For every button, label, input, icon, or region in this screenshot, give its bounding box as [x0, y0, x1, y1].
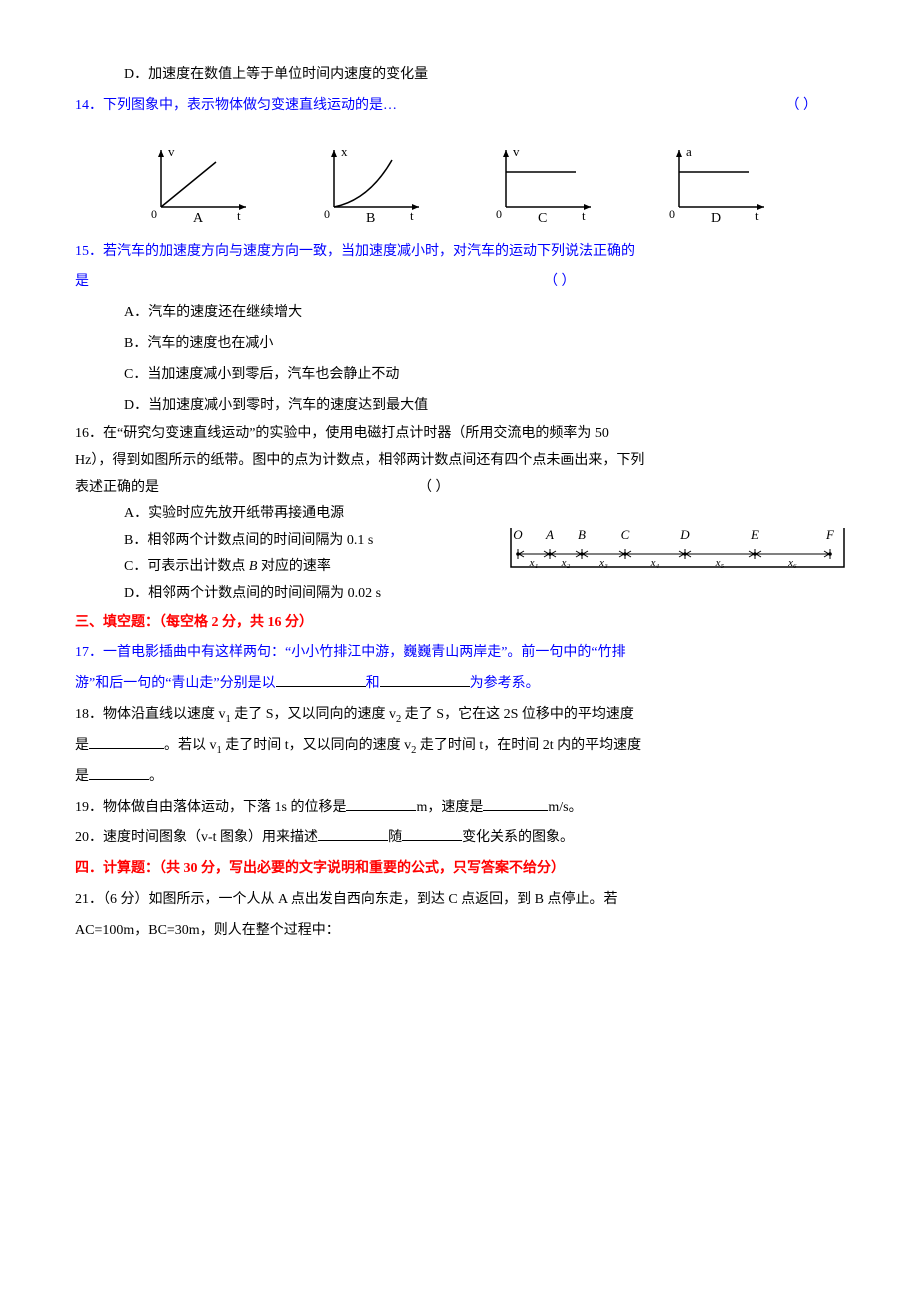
q18-blank1[interactable] — [89, 734, 164, 749]
svg-text:E: E — [750, 528, 759, 542]
q15-stem-2: 是 （ ） — [75, 267, 845, 298]
graph-b-origin: 0 — [324, 207, 330, 221]
q16-optc-a: C．可表示出计数点 — [124, 559, 249, 574]
q16-stem-1: 16．在“研究匀变速直线运动”的实验中，使用电磁打点计时器（所用交流电的频率为 … — [75, 421, 845, 448]
graph-b-xlabel: t — [410, 208, 414, 222]
q15-option-c: C．当加速度减小到零后，汽车也会静止不动 — [75, 360, 845, 391]
graph-a-ylabel: v — [168, 144, 175, 159]
q19-b: m，速度是 — [416, 800, 483, 815]
q18-line3: 是。 — [75, 762, 845, 793]
graph-b-label: B — [366, 211, 375, 222]
graph-d-origin: 0 — [669, 207, 675, 221]
q14-stem: 14．下列图象中，表示物体做匀变速直线运动的是… （ ） — [75, 91, 845, 122]
svg-text:D: D — [679, 528, 690, 542]
q17-l2-b: 和 — [366, 676, 380, 691]
q16-stem-3-text: 表述正确的是 — [75, 480, 159, 495]
q17-l2-c: 为参考系。 — [470, 676, 540, 691]
q18-l2-a: 是 — [75, 738, 89, 753]
q19-c: m/s。 — [548, 800, 582, 815]
q14-graphs-row: v t 0 A x t 0 B v t 0 C — [115, 132, 805, 222]
graph-d-ylabel: a — [686, 144, 692, 159]
q20-blank2[interactable] — [402, 826, 462, 841]
graph-a-svg: v t 0 A — [141, 142, 261, 222]
q18-l3-a: 是 — [75, 769, 89, 784]
graph-a-label: A — [193, 211, 204, 222]
q19-blank2[interactable] — [483, 796, 548, 811]
graph-c-ylabel: v — [513, 144, 520, 159]
q15-option-d: D．当加速度减小到零时，汽车的速度达到最大值 — [75, 391, 845, 422]
q18-l2-b: 。若以 v — [164, 738, 217, 753]
q15-option-a: A．汽车的速度还在继续增大 — [75, 298, 845, 329]
q18-blank2[interactable] — [89, 765, 149, 780]
q21-line1: 21．（6 分）如图所示，一个人从 A 点出发自西向东走，到达 C 点返回，到 … — [75, 885, 845, 916]
svg-text:A: A — [545, 528, 554, 542]
q16-stem-2: Hz），得到如图所示的纸带。图中的点为计数点，相邻两计数点间还有四个点未画出来，… — [75, 448, 845, 475]
graph-c-xlabel: t — [582, 208, 586, 222]
q18-l3-b: 。 — [149, 769, 163, 784]
svg-text:F: F — [825, 528, 835, 542]
q18-l1-b: 走了 S，又以同向的速度 v — [231, 707, 396, 722]
q19-line: 19．物体做自由落体运动，下落 1s 的位移是 m，速度是 m/s。 — [75, 793, 845, 824]
q14-graph-a: v t 0 A — [141, 142, 261, 222]
graph-b-ylabel: x — [341, 144, 348, 159]
q14-stem-text: 14．下列图象中，表示物体做匀变速直线运动的是… — [75, 98, 397, 113]
graph-a-xlabel: t — [237, 208, 241, 222]
svg-text:x₄: x₄ — [650, 557, 660, 568]
q16-optc-b: B — [249, 559, 261, 574]
svg-text:x₅: x₅ — [715, 557, 725, 568]
graph-a-origin: 0 — [151, 207, 157, 221]
q13-option-d: D．加速度在数值上等于单位时间内速度的变化量 — [75, 60, 845, 91]
graph-d-label: D — [711, 211, 721, 222]
graph-d-svg: a t 0 D — [659, 142, 779, 222]
q17-blank2[interactable] — [380, 672, 470, 687]
q14-graph-b: x t 0 B — [314, 142, 434, 222]
q17-line2: 游”和后一句的“青山走”分别是以 和 为参考系。 — [75, 669, 845, 700]
q17-blank1[interactable] — [276, 672, 366, 687]
svg-text:x₁: x₁ — [529, 557, 539, 568]
graph-d-xlabel: t — [755, 208, 759, 222]
q18-l1-a: 18．物体沿直线以速度 v — [75, 707, 226, 722]
q16-optc-c: 对应的速率 — [261, 559, 331, 574]
q18-line2: 是。若以 v1 走了时间 t，又以同向的速度 v2 走了时间 t，在时间 2t … — [75, 731, 845, 762]
q17-line1: 17．一首电影插曲中有这样两句：“小小竹排江中游，巍巍青山两岸走”。前一句中的“… — [75, 638, 845, 669]
q19-a: 19．物体做自由落体运动，下落 1s 的位移是 — [75, 800, 346, 815]
q18-l2-d: 走了时间 t，在时间 2t 内的平均速度 — [416, 738, 641, 753]
svg-text:C: C — [621, 528, 630, 542]
graph-c-label: C — [538, 211, 547, 222]
q18-l2-c: 走了时间 t，又以同向的速度 v — [222, 738, 411, 753]
q20-line: 20．速度时间图象（v-t 图象）用来描述 随 变化关系的图象。 — [75, 823, 845, 854]
q16-option-a: A．实验时应先放开纸带再接通电源 — [75, 501, 845, 528]
svg-text:O: O — [513, 528, 523, 542]
q20-b: 随 — [388, 830, 402, 845]
svg-text:x₃: x₃ — [598, 557, 608, 568]
graph-b-svg: x t 0 B — [314, 142, 434, 222]
q17-l2-a: 游”和后一句的“青山走”分别是以 — [75, 676, 276, 691]
q19-blank1[interactable] — [346, 796, 416, 811]
tape-svg: O A B C D E Fx₁ x₂ x₃ x₄ x₅ x₆ — [510, 528, 845, 568]
q18-line1: 18．物体沿直线以速度 v1 走了 S，又以同向的速度 v2 走了 S，它在这 … — [75, 700, 845, 731]
svg-text:x₆: x₆ — [787, 557, 797, 568]
q15-stem-1: 15．若汽车的加速度方向与速度方向一致，当加速度减小时，对汽车的运动下列说法正确… — [75, 237, 845, 268]
graph-c-svg: v t 0 C — [486, 142, 606, 222]
svg-text:x₂: x₂ — [561, 557, 571, 568]
graph-c-origin: 0 — [496, 207, 502, 221]
q15-paren: （ ） — [544, 274, 576, 289]
q20-blank1[interactable] — [318, 826, 388, 841]
q21-line2: AC=100m，BC=30m，则人在整个过程中： — [75, 916, 845, 947]
q15-option-b: B．汽车的速度也在减小 — [75, 329, 845, 360]
q16-tape-figure: O A B C D E Fx₁ x₂ x₃ x₄ x₅ x₆ — [510, 528, 845, 568]
q15-stem-2-text: 是 — [75, 274, 89, 289]
section3-heading: 三、填空题：（每空格 2 分，共 16 分） — [75, 608, 845, 639]
q18-l1-c: 走了 S，它在这 2S 位移中的平均速度 — [401, 707, 634, 722]
q16-paren: （ ） — [418, 480, 450, 495]
q20-a: 20．速度时间图象（v-t 图象）用来描述 — [75, 830, 318, 845]
q16-option-d: D．相邻两个计数点间的时间间隔为 0.02 s — [75, 581, 845, 608]
q14-graph-c: v t 0 C — [486, 142, 606, 222]
q14-graph-d: a t 0 D — [659, 142, 779, 222]
q16-stem-3: 表述正确的是 （ ） — [75, 475, 845, 502]
q14-paren: （ ） — [786, 91, 818, 122]
section4-heading: 四．计算题：（共 30 分，写出必要的文字说明和重要的公式，只写答案不给分） — [75, 854, 845, 885]
q20-c: 变化关系的图象。 — [462, 830, 574, 845]
svg-text:B: B — [578, 528, 586, 542]
